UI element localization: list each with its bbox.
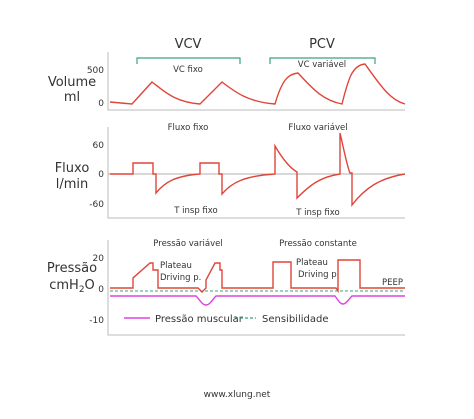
tick: -10 <box>89 316 104 326</box>
note: VC fixo <box>173 65 203 75</box>
pressure-unit: cmH2O <box>49 278 95 295</box>
header-right: PCV <box>309 37 335 52</box>
vcv-bracket <box>136 57 241 64</box>
flow-wave <box>110 132 406 208</box>
note: T insp fixo <box>173 206 218 216</box>
note: T insp fixo <box>295 208 340 218</box>
note: Driving p. <box>160 273 201 283</box>
tick: 60 <box>93 141 105 151</box>
note: Fluxo fixo <box>168 123 209 133</box>
flow-axes <box>107 127 405 219</box>
volume-axes <box>107 52 405 111</box>
pressure-wave <box>110 259 405 294</box>
pressure-axes <box>107 240 405 336</box>
tick: 20 <box>93 254 105 264</box>
tick: 0 <box>98 285 104 295</box>
tick: 0 <box>98 99 104 109</box>
note: PEEP <box>382 278 403 288</box>
header-left: VCV <box>175 37 202 52</box>
volume-label: Volume <box>48 75 96 90</box>
pcv-bracket <box>269 57 376 64</box>
note: Pressão constante <box>279 239 357 249</box>
legend-label: Pressão muscular <box>155 314 244 325</box>
volume-wave <box>109 63 406 105</box>
note: Plateau <box>296 258 328 268</box>
tick: -60 <box>89 200 104 210</box>
legend-label: Sensibilidade <box>262 314 328 325</box>
tick: 500 <box>87 66 104 76</box>
note: Driving p. <box>298 270 339 280</box>
pressure-label: Pressão <box>47 261 97 276</box>
volume-unit: ml <box>64 90 80 105</box>
note: VC variável <box>298 60 346 70</box>
tick: 0 <box>98 170 104 180</box>
muscular-pressure <box>110 295 405 306</box>
note: Pressão variável <box>153 239 222 249</box>
footer: www.xlung.net <box>204 390 271 400</box>
flow-unit: l/min <box>56 177 89 192</box>
note: Plateau <box>160 261 192 271</box>
flow-label: Fluxo <box>55 161 90 176</box>
note: Fluxo variável <box>288 123 347 133</box>
